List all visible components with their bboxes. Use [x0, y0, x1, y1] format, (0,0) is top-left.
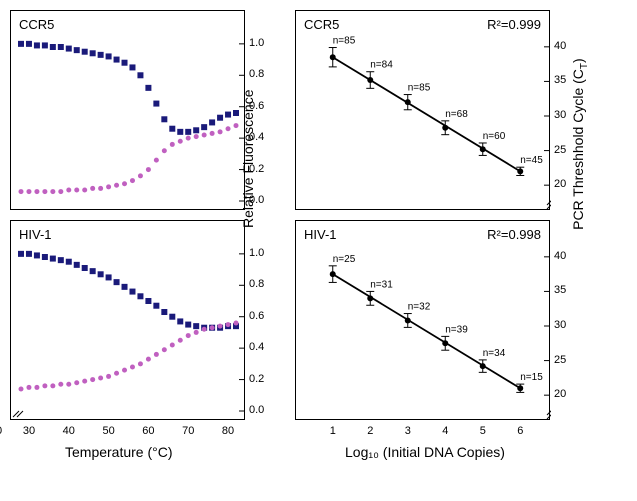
y-tick-label: 25: [554, 144, 566, 156]
y-tick-label: 1.0: [249, 247, 264, 259]
std-ccr5-svg: n=85 n=84 n=85 n=68 n=60 n=45: [296, 11, 551, 211]
svg-text:n=45: n=45: [520, 155, 543, 166]
svg-text:n=25: n=25: [333, 254, 356, 265]
svg-text:n=34: n=34: [483, 348, 506, 359]
y-tick-label: 40: [554, 40, 566, 52]
panel-std-hiv: HIV-1 R²=0.998 n=25n=31n=32n=39n=34n=15 …: [295, 220, 550, 420]
panel-melt-ccr5: CCR5: [10, 10, 245, 210]
yticks-std-hiv: 20 25 30 35 40: [550, 220, 610, 420]
svg-text:n=60: n=60: [483, 131, 506, 142]
x-tick-label: 0: [0, 425, 2, 437]
y-tick-label: 0.6: [249, 310, 264, 322]
y-tick-label: 0.8: [249, 278, 264, 290]
svg-text:n=32: n=32: [408, 302, 431, 313]
svg-text:n=84: n=84: [370, 60, 393, 71]
panel-std-ccr5: CCR5 R²=0.999 n=85n=84n=85n=68n=60n=45: [295, 10, 550, 210]
yticks-melt-hiv: 0.0 0.2 0.4 0.6 0.8 1.0: [245, 220, 295, 420]
y-tick-label: 0.8: [249, 68, 264, 80]
y-tick-label: 0.0: [249, 404, 264, 416]
y-axis-right-text: PCR Threshhold Cycle (CT): [570, 58, 586, 230]
x-label-row: Temperature (°C) Log₁₀ (Initial DNA Copi…: [10, 430, 610, 470]
y-tick-label: 20: [554, 178, 566, 190]
std-hiv-svg: n=25 n=31 n=32 n=39 n=34 n=15: [296, 221, 551, 421]
melt-hiv-svg: [11, 221, 246, 421]
svg-text:n=85: n=85: [408, 83, 431, 94]
y-tick-label: 0.4: [249, 341, 264, 353]
melt-ccr5-svg: [11, 11, 246, 211]
y-tick-label: 1.0: [249, 37, 264, 49]
x-axis-label-left: Temperature (°C): [65, 444, 173, 460]
y-tick-label: 20: [554, 388, 566, 400]
svg-text:n=39: n=39: [445, 324, 468, 335]
svg-text:n=31: n=31: [370, 279, 393, 290]
y-tick-label: 0.2: [249, 373, 264, 385]
y-tick-label: 35: [554, 284, 566, 296]
y-tick-label: 40: [554, 250, 566, 262]
y-axis-label-left: Relative Fluorescence: [240, 188, 256, 228]
y-tick-label: 30: [554, 109, 566, 121]
panel-melt-hiv: HIV-1 0304050607080: [10, 220, 245, 420]
svg-text:n=15: n=15: [520, 372, 543, 383]
y-tick-label: 30: [554, 319, 566, 331]
svg-text:n=68: n=68: [445, 109, 468, 120]
y-axis-label-right: PCR Threshhold Cycle (CT): [570, 190, 590, 230]
svg-text:n=85: n=85: [333, 36, 356, 47]
y-tick-label: 25: [554, 354, 566, 366]
x-axis-label-right: Log₁₀ (Initial DNA Copies): [345, 444, 505, 460]
chart-grid: CCR5 0.00.20.40.60.81.0 CCR5 R²=0.999 n=…: [10, 10, 627, 470]
y-tick-label: 35: [554, 74, 566, 86]
